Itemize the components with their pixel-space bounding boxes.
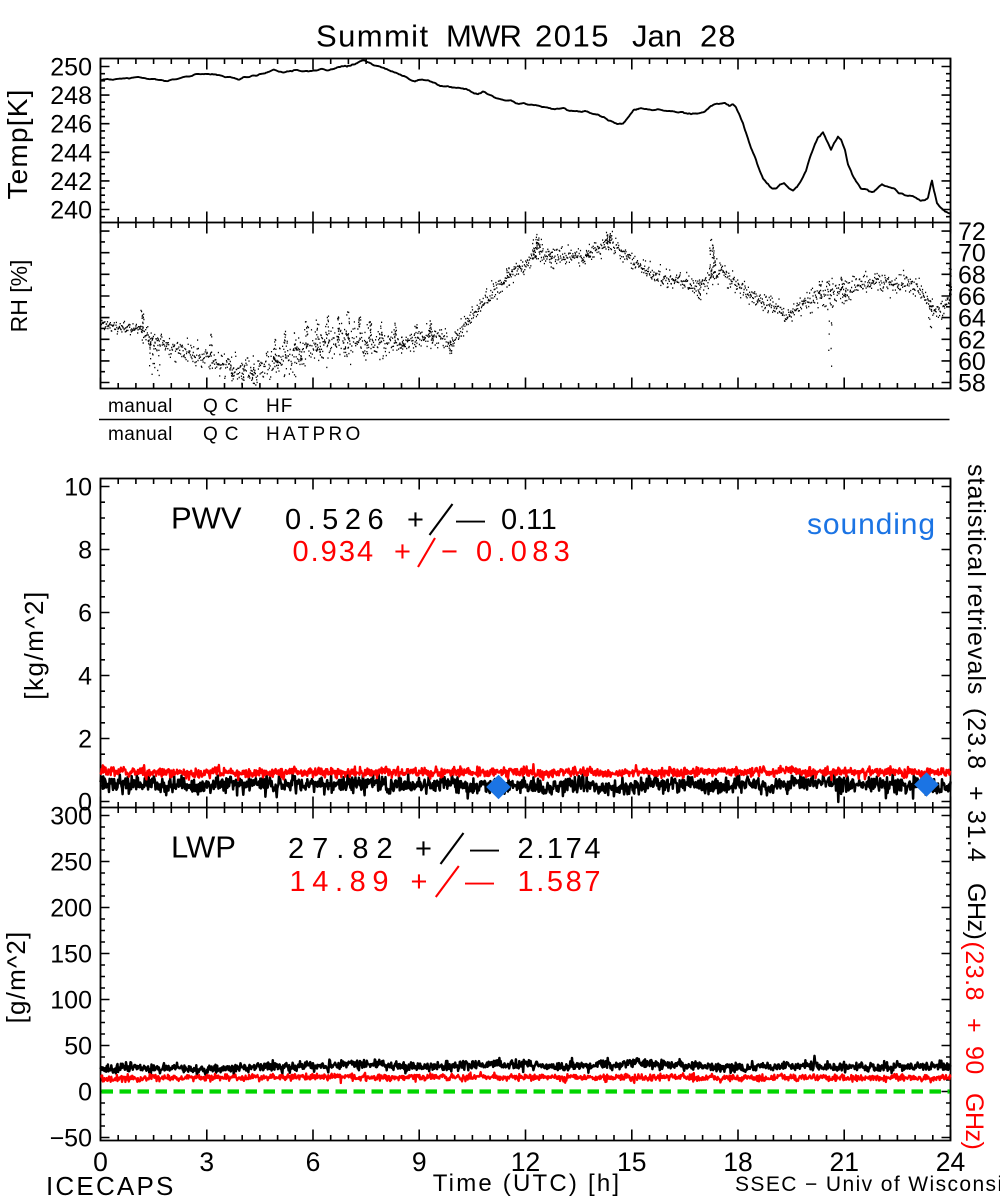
svg-text:6: 6 [306,1147,321,1177]
svg-text:+: + [394,536,411,568]
svg-text:SSEC − Univ of Wisconsin: SSEC − Univ of Wisconsin [735,1173,1000,1196]
svg-text:0.526: 0.526 [285,504,390,536]
svg-text:66: 66 [958,283,986,311]
svg-text:0.083: 0.083 [476,536,575,568]
svg-text:retrievals: retrievals [962,584,990,695]
svg-text:Summit: Summit [316,19,429,54]
svg-text:−: − [441,536,458,568]
svg-text:2.174: 2.174 [518,833,604,865]
svg-text:2015: 2015 [535,19,610,54]
svg-text:150: 150 [50,941,92,969]
svg-text:sounding: sounding [807,508,936,541]
svg-text:LWP: LWP [171,830,236,865]
svg-text:240: 240 [50,197,92,225]
svg-text:242: 242 [50,168,92,196]
svg-text:250: 250 [50,54,92,82]
svg-text:31.4: 31.4 [962,810,990,863]
svg-text:200: 200 [50,895,92,923]
svg-text:1.587: 1.587 [518,866,604,898]
svg-text:0: 0 [78,1079,92,1107]
svg-text:6: 6 [78,600,92,628]
svg-text:—: — [465,866,494,898]
svg-text:250: 250 [50,849,92,877]
svg-text:HATPRO: HATPRO [266,424,364,445]
svg-text:(23.8: (23.8 [962,708,990,770]
svg-text:+: + [960,1018,988,1033]
svg-text:[g/m^2]: [g/m^2] [1,931,31,1024]
svg-text:ICECAPS: ICECAPS [46,1171,176,1200]
svg-text:0: 0 [93,1147,108,1177]
svg-text:Temp[K]: Temp[K] [2,88,33,199]
svg-text:QC: QC [203,424,246,445]
svg-text:12: 12 [511,1147,540,1177]
svg-text:RH [%]: RH [%] [6,260,32,333]
svg-text:HF: HF [266,396,293,417]
svg-text:64: 64 [958,305,986,333]
svg-text:—: — [470,833,499,865]
svg-text:24: 24 [936,1147,965,1177]
svg-text:3: 3 [199,1147,214,1177]
svg-text:58: 58 [958,370,986,398]
svg-text:244: 244 [50,139,92,167]
svg-text:21: 21 [829,1147,858,1177]
svg-text:0.11: 0.11 [501,504,557,536]
svg-text:28: 28 [700,19,736,54]
svg-text:+: + [407,504,424,536]
svg-text:70: 70 [958,240,986,268]
svg-text:27.82: 27.82 [288,833,401,865]
svg-text:72: 72 [958,218,986,246]
svg-text:2: 2 [78,726,92,754]
svg-text:15: 15 [617,1147,646,1177]
svg-text:8: 8 [78,537,92,565]
svg-text:0: 0 [78,789,92,817]
svg-text:100: 100 [50,987,92,1015]
svg-text:Time (UTC) [h]: Time (UTC) [h] [433,1170,622,1197]
svg-text:90: 90 [960,1046,988,1075]
svg-text:18: 18 [723,1147,752,1177]
svg-text:statistical: statistical [962,464,990,578]
svg-text:0.934: 0.934 [293,536,376,568]
svg-text:4: 4 [78,663,92,691]
svg-text:14.89: 14.89 [290,866,396,898]
svg-text:GHz): GHz) [962,883,990,939]
svg-text:manual: manual [108,396,173,417]
svg-text:−50: −50 [50,1125,92,1153]
svg-text:68: 68 [958,261,986,289]
svg-text:[kg/m^2]: [kg/m^2] [19,590,49,699]
svg-text:+: + [415,833,432,865]
svg-text:50: 50 [64,1033,92,1061]
svg-text:Jan: Jan [632,19,682,54]
svg-text:+: + [962,786,990,802]
svg-text:60: 60 [958,348,986,376]
svg-text:300: 300 [50,803,92,831]
svg-text:246: 246 [50,111,92,139]
svg-text:QC: QC [203,396,246,417]
svg-text:10: 10 [64,474,92,502]
svg-text:manual: manual [108,424,173,445]
svg-text:(23.8: (23.8 [960,942,988,1001]
svg-text:PWV: PWV [171,501,242,536]
svg-text:248: 248 [50,82,92,110]
svg-text:9: 9 [412,1147,427,1177]
svg-text:GHz): GHz) [960,1093,988,1149]
svg-text:+: + [411,866,428,898]
svg-text:62: 62 [958,326,986,354]
svg-text:MWR: MWR [446,19,521,54]
svg-text:—: — [456,504,485,536]
